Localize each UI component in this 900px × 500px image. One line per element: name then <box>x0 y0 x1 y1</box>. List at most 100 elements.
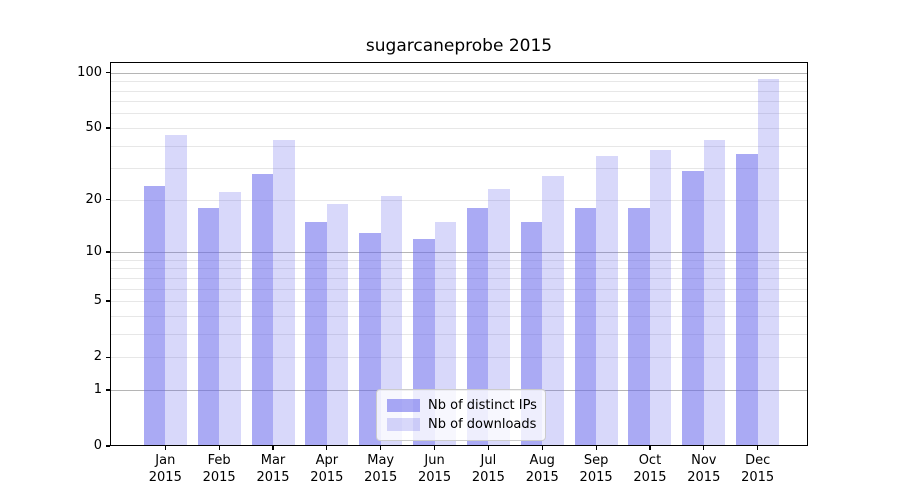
x-tick-year: 2015 <box>364 470 398 485</box>
x-tick-month: Sep <box>583 453 609 468</box>
x-tick-label: Aug 2015 <box>512 452 572 486</box>
bar-downloads <box>596 156 618 446</box>
x-tick-month: Jul <box>480 453 497 468</box>
y-axis-tick <box>106 199 110 201</box>
gridline-minor <box>111 288 807 290</box>
x-tick-month: Jun <box>424 453 445 468</box>
x-axis-tick <box>487 446 489 450</box>
gridline-minor <box>111 168 807 170</box>
bar-downloads <box>757 78 780 446</box>
gridline-minor <box>111 113 807 115</box>
legend-entry-distinct-ips: Nb of distinct IPs <box>377 398 545 413</box>
x-axis-tick <box>380 446 382 450</box>
x-axis-tick <box>703 446 705 450</box>
x-tick-year: 2015 <box>418 470 452 485</box>
x-tick-month: Apr <box>315 453 339 468</box>
legend-swatch-downloads <box>387 418 420 431</box>
gridline-minor <box>111 101 807 103</box>
y-axis-tick <box>106 445 110 447</box>
bar-downloads <box>326 203 349 446</box>
y-tick-label: 50 <box>85 119 102 135</box>
gridline-minor <box>111 145 807 147</box>
y-tick-label: 2 <box>93 349 102 365</box>
gridline-minor <box>111 277 807 279</box>
bar-distinct-ips <box>628 207 650 446</box>
x-tick-month: May <box>367 453 395 468</box>
bar-downloads <box>380 195 403 446</box>
gridline-minor <box>111 259 807 261</box>
x-tick-month: Jan <box>155 453 176 468</box>
gridline-major <box>111 252 807 254</box>
bar-distinct-ips <box>736 153 758 446</box>
x-tick-label: Feb 2015 <box>189 452 249 486</box>
bar-distinct-ips <box>466 207 489 446</box>
x-axis-tick <box>541 446 543 450</box>
bar-downloads <box>219 192 241 446</box>
bar-distinct-ips <box>305 221 327 446</box>
x-tick-year: 2015 <box>471 470 505 485</box>
gridline-minor <box>111 81 807 83</box>
y-tick-label: 100 <box>77 64 102 80</box>
x-tick-label: Dec 2015 <box>728 452 788 486</box>
gridline-minor <box>111 127 807 129</box>
x-tick-year: 2015 <box>202 470 236 485</box>
x-tick-label: Jul 2015 <box>458 452 518 486</box>
x-tick-year: 2015 <box>741 470 775 485</box>
x-axis-tick <box>272 446 274 450</box>
bar-distinct-ips <box>197 207 220 446</box>
x-tick-year: 2015 <box>525 470 559 485</box>
legend-entry-downloads: Nb of downloads <box>377 417 545 432</box>
bar-distinct-ips <box>251 173 273 446</box>
bar-downloads <box>649 149 672 446</box>
x-tick-year: 2015 <box>148 470 182 485</box>
legend: Nb of distinct IPs Nb of downloads <box>376 389 546 441</box>
x-tick-label: Jun 2015 <box>405 452 465 486</box>
bar-downloads <box>542 176 564 446</box>
gridline-minor <box>111 333 807 335</box>
gridline-minor <box>111 90 807 92</box>
y-axis-tick <box>106 356 110 358</box>
bar-downloads <box>273 139 295 446</box>
x-tick-label: Jan 2015 <box>135 452 195 486</box>
legend-label-distinct-ips: Nb of distinct IPs <box>428 398 537 413</box>
gridline-minor <box>111 301 807 303</box>
x-tick-month: Dec <box>745 453 771 468</box>
x-tick-label: Sep 2015 <box>566 452 626 486</box>
bar-distinct-ips <box>143 185 166 446</box>
x-tick-month: Feb <box>207 453 231 468</box>
bar-distinct-ips <box>574 207 597 446</box>
x-axis-tick <box>326 446 328 450</box>
x-axis-tick <box>649 446 651 450</box>
x-axis-tick <box>595 446 597 450</box>
y-tick-label: 10 <box>85 244 102 260</box>
x-tick-label: Mar 2015 <box>243 452 303 486</box>
x-tick-month: Nov <box>691 453 717 468</box>
y-axis-tick <box>106 389 110 391</box>
x-tick-year: 2015 <box>579 470 613 485</box>
y-axis-tick <box>106 127 110 129</box>
y-tick-label: 0 <box>93 438 102 453</box>
x-axis-tick <box>218 446 220 450</box>
gridline-minor <box>111 268 807 270</box>
gridline-minor <box>111 357 807 359</box>
y-axis-tick <box>106 72 110 74</box>
bar-distinct-ips <box>682 170 704 446</box>
bar-downloads <box>165 134 187 446</box>
x-axis-tick <box>757 446 759 450</box>
x-tick-label: Nov 2015 <box>674 452 734 486</box>
x-tick-label: May 2015 <box>351 452 411 486</box>
bar-downloads <box>488 188 510 446</box>
x-tick-month: Oct <box>638 453 662 468</box>
x-axis-tick <box>164 446 166 450</box>
legend-swatch-distinct-ips <box>387 399 420 412</box>
y-tick-label: 20 <box>85 191 102 207</box>
x-tick-label: Oct 2015 <box>620 452 680 486</box>
x-tick-year: 2015 <box>687 470 721 485</box>
gridline-major <box>111 72 807 74</box>
x-tick-year: 2015 <box>256 470 290 485</box>
x-tick-month: Mar <box>260 453 286 468</box>
x-tick-year: 2015 <box>310 470 344 485</box>
y-tick-label: 5 <box>93 293 102 309</box>
y-axis-tick <box>106 300 110 302</box>
